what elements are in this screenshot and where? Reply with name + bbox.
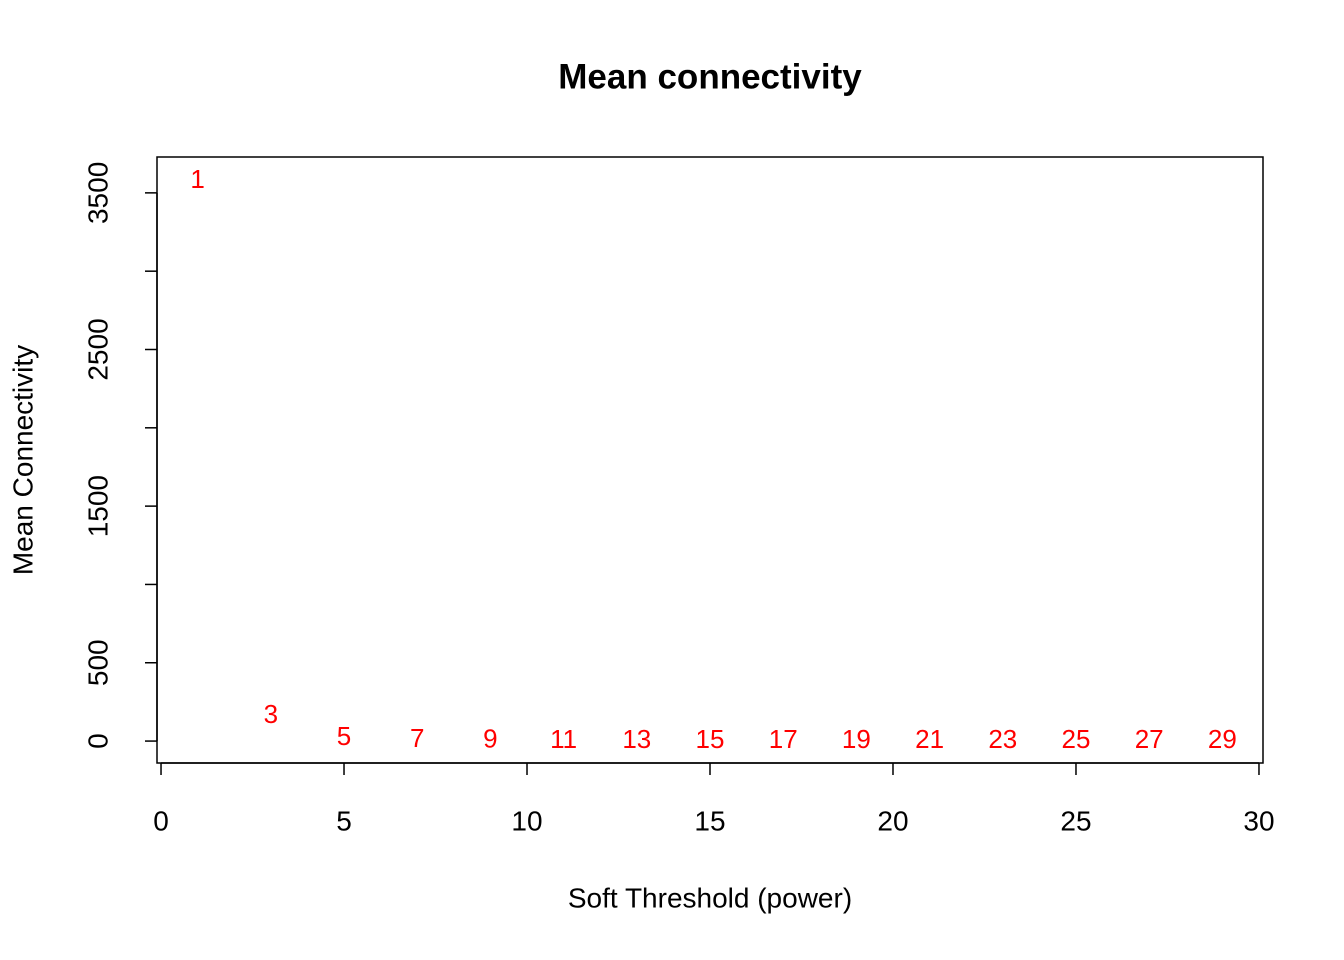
x-tick-label: 25 (1060, 805, 1091, 836)
y-tick-label: 3500 (82, 162, 113, 224)
y-axis-label: Mean Connectivity (7, 345, 38, 575)
point-label: 7 (410, 723, 424, 753)
point-label: 19 (842, 724, 871, 754)
point-label: 5 (337, 721, 351, 751)
point-label: 25 (1062, 724, 1091, 754)
point-label: 3 (264, 699, 278, 729)
chart-title: Mean connectivity (558, 57, 862, 96)
point-label: 9 (483, 723, 497, 753)
x-tick-label: 10 (511, 805, 542, 836)
point-label: 1 (190, 164, 204, 194)
y-tick-label: 2500 (82, 318, 113, 380)
plot-box (156, 156, 1264, 764)
point-label: 29 (1208, 724, 1237, 754)
y-tick-label: 0 (82, 733, 113, 749)
x-axis-label: Soft Threshold (power) (568, 882, 852, 913)
point-label: 17 (769, 724, 798, 754)
x-tick-label: 20 (877, 805, 908, 836)
x-tick-label: 15 (694, 805, 725, 836)
x-tick-label: 30 (1243, 805, 1274, 836)
y-tick-label: 1500 (82, 475, 113, 537)
point-label: 23 (988, 724, 1017, 754)
point-label: 13 (622, 724, 651, 754)
point-label: 27 (1135, 724, 1164, 754)
x-tick-label: 0 (153, 805, 169, 836)
y-tick-label: 500 (82, 639, 113, 686)
point-label: 21 (915, 724, 944, 754)
point-label: 15 (696, 724, 725, 754)
point-label: 11 (550, 724, 577, 754)
x-tick-label: 5 (336, 805, 352, 836)
